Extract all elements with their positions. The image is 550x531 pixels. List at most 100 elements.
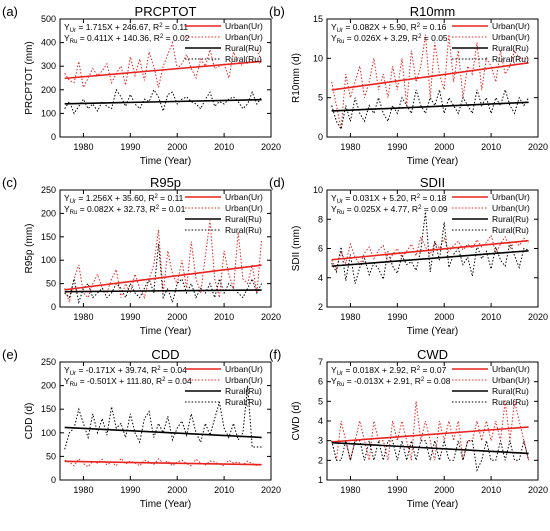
y-tick-label: 2 [318, 302, 323, 312]
x-axis-label: Time (Year) [407, 156, 459, 167]
y-tick-label: 3 [318, 436, 323, 446]
y-axis-label: SDII (mm) [291, 226, 302, 272]
y-tick-label: 400 [41, 38, 56, 48]
panel-title: R10mm [410, 4, 456, 19]
x-tick-label: 2020 [261, 312, 281, 322]
panel-cwd: (f) CWD 1980 1990 2000 2010 2020 1 2 3 4 5 6 7 Time (Y… [269, 347, 548, 510]
x-tick-label: 1980 [340, 312, 360, 322]
y-tick-label: 50 [46, 279, 56, 289]
trend-line-urban [331, 239, 529, 261]
x-tick-label: 2010 [214, 142, 234, 152]
y-axis-label: R95p (mm) [24, 223, 35, 273]
regression-equation: YRu = -0.013X + 2.91, R2 = 0.08 [331, 376, 451, 388]
plot-frame [59, 189, 272, 308]
y-tick-label: 1 [318, 475, 323, 485]
legend-label: Rural(Ru) [225, 225, 262, 235]
legend-label: Urban(Ur) [492, 21, 530, 31]
legend-label: Rural(Ru) [492, 214, 529, 224]
regression-equation: YRu = 0.026X + 3.29, R2 = 0.05 [331, 33, 448, 45]
regression-equation: YUr = 0.082X + 5.90, R2 = 0.16 [331, 22, 447, 34]
x-axis-label: Time (Year) [407, 499, 459, 510]
series-group [64, 220, 263, 305]
panel-title: CWD [417, 347, 448, 362]
y-tick-label: 6 [318, 377, 323, 387]
y-tick-label: 100 [41, 108, 56, 118]
x-tick-label: 1990 [387, 312, 407, 322]
y-tick-label: 0 [51, 132, 56, 142]
x-tick-label: 1990 [387, 485, 407, 495]
series-line-rural-dotted [64, 243, 263, 305]
trend-line-rural [64, 98, 262, 105]
legend-label: Urban(Ur) [492, 364, 530, 374]
x-tick-label: 2000 [434, 312, 454, 322]
y-axis-label: CWD (d) [291, 402, 302, 441]
series-group [64, 385, 262, 468]
series-line-rural-dotted [64, 88, 263, 115]
plot-frame [326, 18, 539, 138]
legend-label: Urban(Ur) [225, 364, 263, 374]
y-tick-label: 5 [318, 396, 323, 406]
x-axis-label: Time (Year) [140, 156, 192, 167]
panel-title: CDD [151, 347, 179, 362]
x-axis-label: Time (Year) [140, 499, 192, 510]
series-group [64, 40, 263, 115]
y-tick-label: 200 [41, 208, 56, 218]
legend-label: Urban(Ur) [492, 192, 530, 202]
legend-label: Rural(Ru) [225, 54, 262, 64]
regression-equation: YUr = 0.018X + 2.92, R2 = 0.07 [331, 365, 447, 377]
x-tick-label: 1990 [120, 312, 140, 322]
x-tick-label: 1990 [387, 142, 407, 152]
y-tick-label: 200 [41, 85, 56, 95]
trend-line-rural [64, 289, 262, 293]
x-axis-label: Time (Year) [140, 326, 192, 337]
y-tick-label: 100 [41, 255, 56, 265]
panel-label: (b) [269, 4, 285, 19]
legend-label: Rural(Ru) [225, 214, 262, 224]
legend: Urban(Ur)Urban(Ur)Rural(Ru)Rural(Ru) [185, 192, 263, 235]
legend: Urban(Ur)Urban(Ur)Rural(Ru)Rural(Ru) [452, 192, 530, 235]
series-line-rural-dotted [331, 211, 529, 284]
plot-frame [59, 361, 272, 481]
trend-line-urban [64, 460, 262, 466]
series-line-urban-dotted [64, 220, 263, 305]
series-line-rural-dotted [331, 88, 530, 131]
y-axis-label: PRCPTOT (mm) [24, 41, 35, 115]
y-tick-label: 15 [313, 14, 323, 24]
y-tick-label: 0 [51, 302, 56, 312]
panel-title: R95p [150, 175, 181, 190]
series-line-urban-dotted [331, 401, 530, 461]
y-tick-label: 8 [318, 214, 323, 224]
legend: Urban(Ur)Urban(Ur)Rural(Ru)Rural(Ru) [452, 21, 530, 64]
x-tick-label: 2020 [261, 485, 281, 495]
x-tick-label: 2020 [528, 312, 548, 322]
panel-prcptot: (a) PRCPTOT 1980 1990 2000 2010 2020 0 100 200 300… [2, 4, 281, 167]
x-tick-label: 1990 [120, 142, 140, 152]
panel-label: (c) [2, 175, 17, 190]
legend-label: Rural(Ru) [225, 43, 262, 53]
panel-sdii: (d) SDII 1980 1990 2000 2010 2020 2 4 6 8 10 Time (Y… [269, 175, 548, 337]
y-tick-label: 250 [41, 357, 56, 367]
legend-label: Rural(Ru) [492, 43, 529, 53]
trend-line-rural [331, 249, 529, 267]
x-tick-label: 2010 [481, 142, 501, 152]
y-tick-label: 10 [313, 53, 323, 63]
series-line-urban-dotted [64, 40, 263, 89]
legend-label: Rural(Ru) [492, 225, 529, 235]
x-tick-label: 1980 [73, 312, 93, 322]
trend-line-rural [331, 441, 529, 455]
legend-label: Rural(Ru) [492, 397, 529, 407]
series-group [331, 34, 530, 131]
y-tick-label: 5 [318, 93, 323, 103]
y-tick-label: 150 [41, 404, 56, 414]
panel-r10mm: (b) R10mm 1980 1990 2000 2010 2020 0 5 10 15 Time (… [269, 4, 548, 167]
x-tick-label: 1980 [73, 485, 93, 495]
y-tick-label: 500 [41, 14, 56, 24]
x-tick-label: 2020 [528, 142, 548, 152]
y-tick-label: 7 [318, 357, 323, 367]
y-tick-label: 300 [41, 61, 56, 71]
trend-line-rural [331, 101, 529, 112]
legend-label: Rural(Ru) [492, 386, 529, 396]
x-tick-label: 1980 [340, 485, 360, 495]
x-tick-label: 2020 [528, 485, 548, 495]
series-group [331, 211, 529, 284]
